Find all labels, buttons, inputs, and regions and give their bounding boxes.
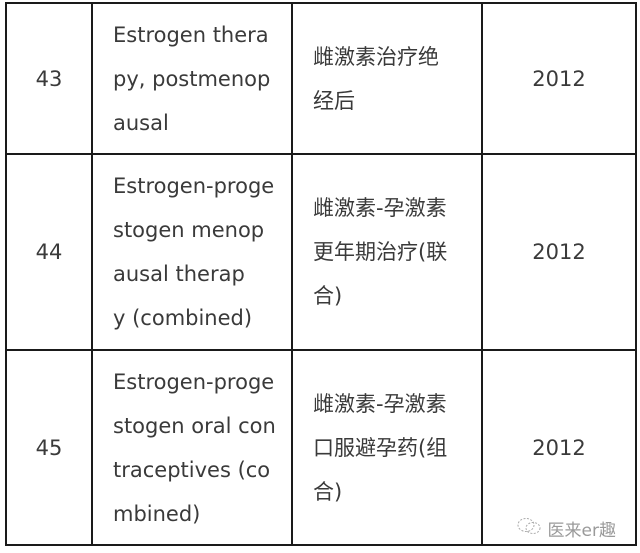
agent-english-line: py, postmenop [113, 66, 271, 91]
agent-english-line: stogen oral con [113, 413, 276, 438]
agent-english-line: Estrogen-proge [113, 369, 275, 394]
wechat-icon [516, 516, 542, 541]
agent-english-line: traceptives (co [113, 457, 271, 482]
agent-english-line: ausal [113, 110, 169, 135]
agent-chinese-line: 经后 [313, 88, 355, 113]
agent-english-line: Estrogen-proge [113, 174, 275, 198]
year-evaluated: 2012 [481, 2, 637, 155]
year-evaluated: 2012 [481, 349, 637, 546]
agent-chinese-line: 雌激素-孕激素 [313, 196, 447, 220]
table-row: 43 Estrogen thera py, postmenop ausal 雌激素治疗绝… [5, 2, 637, 155]
agent-chinese: 雌激素-孕激素 口服避孕药(组 合) [291, 349, 483, 546]
agent-english: Estrogen-proge stogen menop ausal therap y … [91, 153, 293, 351]
table-row: 45 Estrogen-proge stogen oral con traceptiv… [5, 349, 637, 546]
agent-english-line: stogen menop [113, 218, 265, 242]
agent-english: Estrogen-proge stogen oral con traceptives… [91, 349, 293, 546]
row-number: 45 [5, 349, 93, 546]
agent-chinese-line: 口服避孕药(组 [313, 435, 448, 460]
watermark-text: 医来er趣 [547, 521, 616, 541]
row-number: 44 [5, 153, 93, 351]
year-evaluated: 2012 [481, 153, 637, 351]
table-row: 44 Estrogen-proge stogen menop ausal therap… [5, 153, 637, 351]
agent-chinese: 雌激素-孕激素 更年期治疗(联 合) [291, 153, 483, 351]
agent-chinese-line: 雌激素-孕激素 [313, 391, 447, 416]
row-number: 43 [5, 2, 93, 155]
agent-chinese-line: 合) [313, 284, 343, 308]
agent-chinese-line: 合) [313, 479, 343, 504]
agent-english-line: ausal therap [113, 262, 245, 286]
agent-english-line: mbined) [113, 501, 201, 526]
agents-table: 43 Estrogen thera py, postmenop ausal 雌激素治疗绝… [5, 2, 637, 546]
agent-chinese-line: 更年期治疗(联 [313, 240, 448, 264]
watermark: 医来er趣 [516, 516, 616, 541]
agent-chinese: 雌激素治疗绝 经后 [291, 2, 483, 155]
agent-chinese-line: 雌激素治疗绝 [313, 44, 439, 69]
agent-english: Estrogen thera py, postmenop ausal [91, 2, 293, 155]
agent-english-line: Estrogen thera [113, 22, 269, 47]
agent-english-line: y (combined) [113, 306, 253, 330]
